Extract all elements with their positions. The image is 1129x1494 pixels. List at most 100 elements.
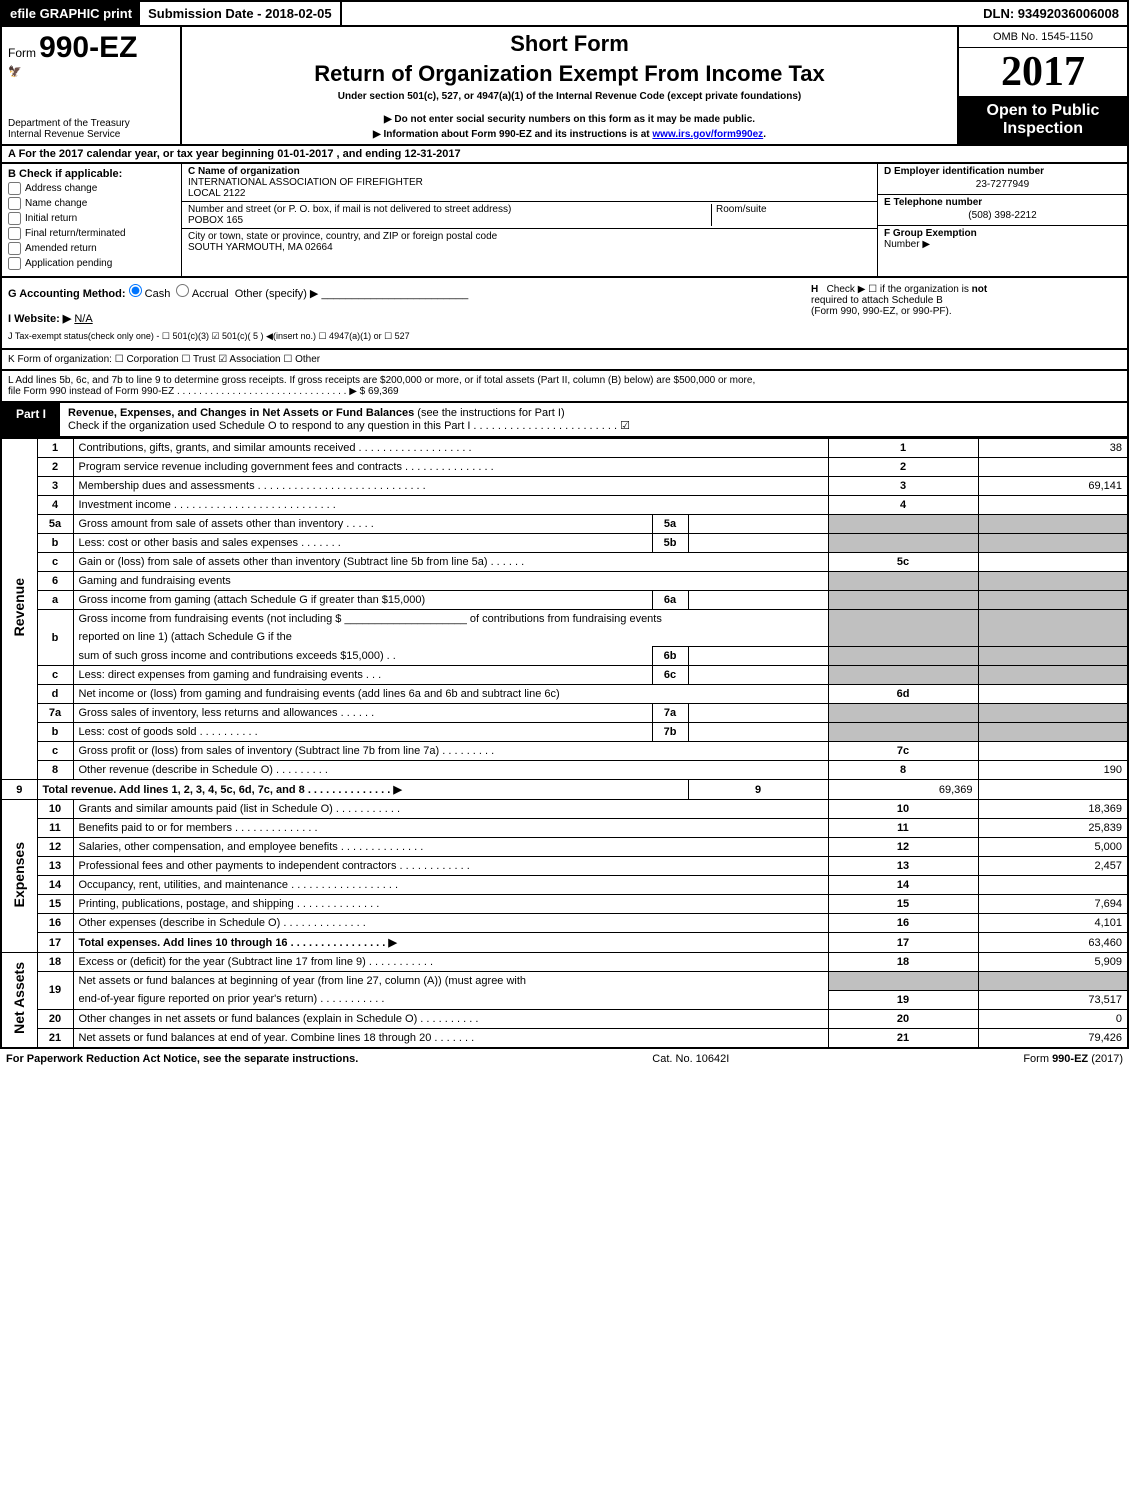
- open-to-public: Open to Public Inspection: [959, 96, 1127, 144]
- line-5c: cGain or (loss) from sale of assets othe…: [1, 553, 1128, 572]
- lbl-amended-return: Amended return: [25, 243, 97, 254]
- line-8: 8Other revenue (describe in Schedule O) …: [1, 761, 1128, 780]
- side-netassets: Net Assets: [1, 953, 37, 1048]
- addr-value: POBOX 165: [188, 215, 711, 226]
- phone-value: (508) 398-2212: [884, 208, 1121, 223]
- line-15: 15Printing, publications, postage, and s…: [1, 895, 1128, 914]
- line-6a: aGross income from gaming (attach Schedu…: [1, 591, 1128, 610]
- amt-11: 25,839: [978, 819, 1128, 838]
- header-middle: Short Form Return of Organization Exempt…: [182, 27, 957, 144]
- g-label: G Accounting Method:: [8, 288, 126, 300]
- line-10: Expenses 10Grants and similar amounts pa…: [1, 800, 1128, 819]
- amt-16: 4,101: [978, 914, 1128, 933]
- part1-title: Revenue, Expenses, and Changes in Net As…: [68, 407, 414, 419]
- amt-21: 79,426: [978, 1028, 1128, 1048]
- dept-treasury: Department of the Treasury: [8, 118, 174, 129]
- column-def: D Employer identification number23-72779…: [877, 164, 1127, 276]
- d-label: D Employer identification number: [884, 166, 1044, 177]
- f-label: F Group Exemption: [884, 228, 977, 239]
- line-7b: bLess: cost of goods sold . . . . . . . …: [1, 723, 1128, 742]
- line-5a: 5aGross amount from sale of assets other…: [1, 515, 1128, 534]
- h-not: not: [972, 284, 988, 295]
- line-6d: dNet income or (loss) from gaming and fu…: [1, 685, 1128, 704]
- city-value: SOUTH YARMOUTH, MA 02664: [188, 242, 871, 253]
- line-5b: bLess: cost or other basis and sales exp…: [1, 534, 1128, 553]
- amt-4: [978, 496, 1128, 515]
- footer-mid: Cat. No. 10642I: [652, 1053, 729, 1065]
- footer-right: Form 990-EZ (2017): [1023, 1053, 1123, 1065]
- amt-15: 7,694: [978, 895, 1128, 914]
- chk-initial-return[interactable]: [8, 212, 21, 225]
- line-14: 14Occupancy, rent, utilities, and mainte…: [1, 876, 1128, 895]
- part1-title-block: Revenue, Expenses, and Changes in Net As…: [60, 403, 1127, 436]
- h-text2: required to attach Schedule B: [811, 295, 1121, 306]
- org-name-1: INTERNATIONAL ASSOCIATION OF FIREFIGHTER: [188, 177, 871, 188]
- column-b-checkboxes: B Check if applicable: Address change Na…: [2, 164, 182, 276]
- submission-date: Submission Date - 2018-02-05: [140, 2, 342, 25]
- short-form-title: Short Form: [510, 31, 629, 57]
- header-left: Form 990-EZ 🦅 Department of the Treasury…: [2, 27, 182, 144]
- line-9: 9Total revenue. Add lines 1, 2, 3, 4, 5c…: [1, 780, 1128, 800]
- h-label: H: [811, 284, 818, 295]
- info-link[interactable]: www.irs.gov/form990ez: [652, 129, 763, 140]
- line-20: 20Other changes in net assets or fund ba…: [1, 1009, 1128, 1028]
- under-section: Under section 501(c), 527, or 4947(a)(1)…: [338, 91, 801, 102]
- website-label: I Website: ▶: [8, 313, 71, 325]
- column-c-org: C Name of organization INTERNATIONAL ASS…: [182, 164, 877, 276]
- line-4: 4Investment income . . . . . . . . . . .…: [1, 496, 1128, 515]
- addr-label: Number and street (or P. O. box, if mail…: [188, 204, 711, 215]
- do-not-enter: ▶ Do not enter social security numbers o…: [384, 114, 755, 125]
- l-text2: file Form 990 instead of Form 990-EZ . .…: [8, 386, 1121, 397]
- line-3: 3Membership dues and assessments . . . .…: [1, 477, 1128, 496]
- chk-name-change[interactable]: [8, 197, 21, 210]
- irs-label: Internal Revenue Service: [8, 129, 174, 140]
- line-7c: cGross profit or (loss) from sales of in…: [1, 742, 1128, 761]
- eagle-icon: 🦅: [8, 65, 174, 78]
- j-tax-exempt: J Tax-exempt status(check only one) - ☐ …: [8, 331, 791, 342]
- row-a-text: A For the 2017 calendar year, or tax yea…: [8, 148, 461, 160]
- org-name-2: LOCAL 2122: [188, 188, 871, 199]
- line-12: 12Salaries, other compensation, and empl…: [1, 838, 1128, 857]
- open-line2: Inspection: [963, 120, 1123, 138]
- lbl-final-return: Final return/terminated: [25, 228, 126, 239]
- line-7a: 7aGross sales of inventory, less returns…: [1, 704, 1128, 723]
- lbl-name-change: Name change: [25, 198, 87, 209]
- city-label: City or town, state or province, country…: [188, 231, 871, 242]
- c-name-label: C Name of organization: [188, 166, 871, 177]
- side-revenue: Revenue: [1, 439, 37, 780]
- lbl-application-pending: Application pending: [25, 258, 112, 269]
- amt-2: [978, 458, 1128, 477]
- line-17: 17Total expenses. Add lines 10 through 1…: [1, 933, 1128, 953]
- chk-application-pending[interactable]: [8, 257, 21, 270]
- line-6c: cLess: direct expenses from gaming and f…: [1, 666, 1128, 685]
- amt-20: 0: [978, 1009, 1128, 1028]
- return-title: Return of Organization Exempt From Incom…: [314, 61, 825, 87]
- ein-value: 23-7277949: [884, 177, 1121, 192]
- chk-final-return[interactable]: [8, 227, 21, 240]
- line-6b-3: sum of such gross income and contributio…: [1, 647, 1128, 666]
- chk-address-change[interactable]: [8, 182, 21, 195]
- info-about-prefix: ▶ Information about Form 990-EZ and its …: [373, 129, 652, 140]
- amt-19: 73,517: [978, 990, 1128, 1009]
- tax-year: 2017: [959, 48, 1127, 96]
- lbl-address-change: Address change: [25, 183, 97, 194]
- line-21: 21Net assets or fund balances at end of …: [1, 1028, 1128, 1048]
- chk-amended-return[interactable]: [8, 242, 21, 255]
- section-bcdef: B Check if applicable: Address change Na…: [0, 164, 1129, 278]
- dln: DLN: 93492036006008: [975, 2, 1127, 25]
- amt-13: 2,457: [978, 857, 1128, 876]
- section-k: K Form of organization: ☐ Corporation ☐ …: [0, 350, 1129, 371]
- amt-10: 18,369: [978, 800, 1128, 819]
- lbl-cash: Cash: [145, 288, 171, 300]
- row-a-tax-year: A For the 2017 calendar year, or tax yea…: [0, 146, 1129, 164]
- amt-18: 5,909: [978, 953, 1128, 972]
- line-1: Revenue 1 Contributions, gifts, grants, …: [1, 439, 1128, 458]
- column-g: G Accounting Method: Cash Accrual Other …: [8, 284, 791, 342]
- amt-6d: [978, 685, 1128, 704]
- side-expenses: Expenses: [1, 800, 37, 953]
- part1-sub: (see the instructions for Part I): [417, 407, 564, 419]
- spacer: [342, 2, 976, 25]
- radio-accrual[interactable]: [176, 284, 189, 297]
- amt-5c: [978, 553, 1128, 572]
- radio-cash[interactable]: [129, 284, 142, 297]
